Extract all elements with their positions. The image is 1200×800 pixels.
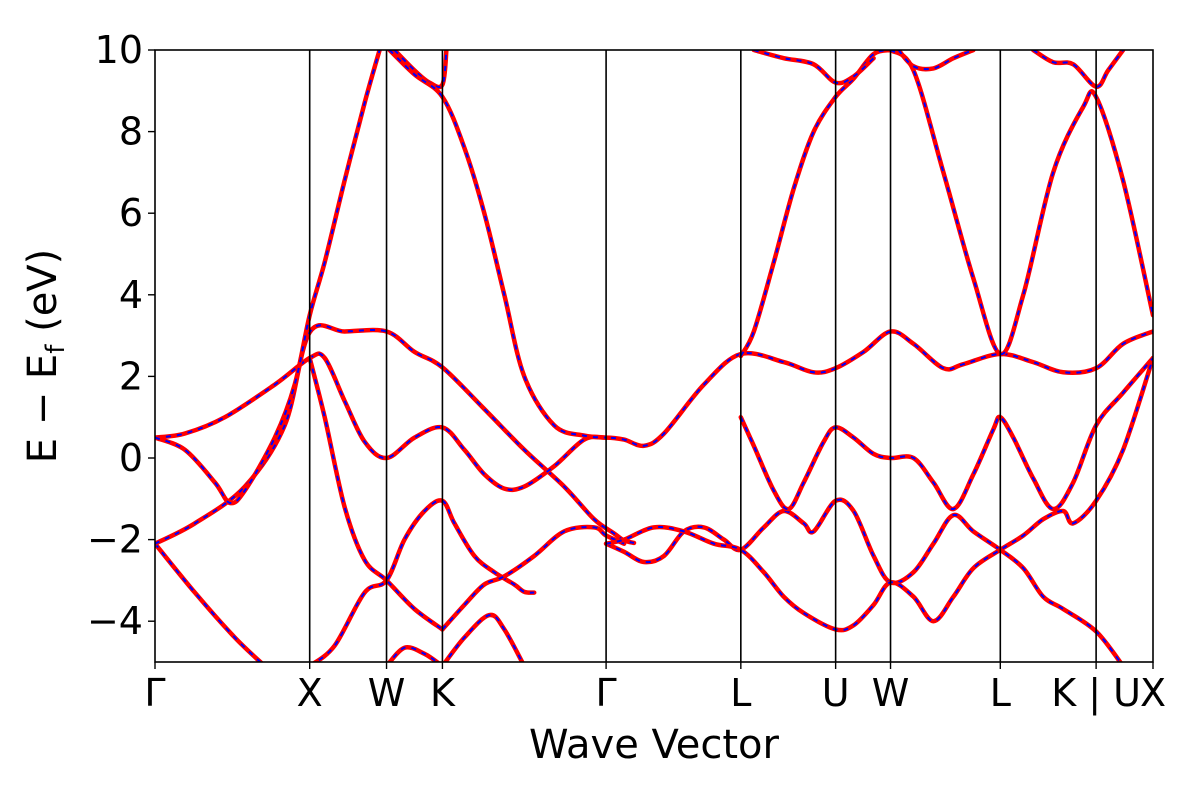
band-line-overlay-17: [1032, 50, 1124, 88]
band-line-1: [155, 541, 264, 662]
y-tick-label-4: 2: [119, 354, 143, 398]
band-line-8: [442, 612, 525, 662]
plot-frame: [154, 49, 1154, 663]
x-axis-label: Wave Vector: [529, 722, 780, 768]
x-tick-label-8: W: [872, 671, 910, 715]
x-tick-label-10: K | U: [1051, 671, 1141, 716]
x-tick-label-1: Γ: [144, 671, 165, 715]
band-line-2: [155, 323, 637, 546]
x-tick-label-7: U: [822, 671, 850, 715]
band-line-14: [888, 50, 1153, 357]
x-tick-label-4: K: [430, 671, 456, 715]
y-tick-label-5: 4: [119, 273, 143, 317]
kpoint-lines: [308, 50, 1097, 662]
band-lines: [155, 50, 1153, 662]
band-line-6: [311, 498, 537, 662]
band-line-10: [603, 497, 1123, 662]
band-line-overlay-12: [739, 357, 1153, 511]
band-line-overlay-3: [155, 330, 1153, 491]
y-axis-ticks: −4 −2 0 2 4 6 8 10: [87, 28, 155, 643]
band-line-4: [155, 50, 382, 506]
band-line-19: [387, 50, 609, 440]
band-line-overlay-14: [889, 50, 1153, 356]
band-line-overlay-2: [155, 324, 635, 545]
band-line-overlay-13: [739, 50, 891, 357]
band-line-overlay-16: [897, 50, 974, 71]
band-line-overlay-1: [155, 543, 262, 662]
band-line-overlay-15: [753, 50, 875, 85]
y-tick-label-7: 8: [119, 110, 143, 154]
band-line-overlay-10: [605, 498, 1122, 662]
band-line-overlay-11: [605, 357, 1153, 632]
y-axis-label-main: E − E: [20, 354, 66, 464]
band-line-13: [738, 50, 893, 359]
y-tick-label-6: 6: [119, 191, 143, 235]
band-line-5: [307, 355, 445, 632]
y-axis-label-subscript: f: [41, 344, 71, 354]
band-line-overlay-4: [155, 50, 381, 505]
x-tick-label-3: W: [368, 671, 406, 715]
y-tick-label-2: −2: [87, 518, 143, 562]
x-tick-label-9: L: [990, 671, 1011, 715]
x-tick-label-5: Γ: [596, 671, 617, 715]
x-tick-label-6: L: [730, 671, 751, 715]
y-axis-label-unit: (eV): [20, 249, 66, 345]
band-line-11: [603, 355, 1153, 633]
band-line-overlay-9: [388, 646, 439, 662]
y-tick-label-3: 0: [119, 436, 143, 480]
y-tick-label-1: −4: [87, 599, 143, 643]
y-tick-label-8: 10: [95, 28, 143, 72]
band-line-overlay-5: [308, 357, 443, 631]
x-tick-label-2: X: [297, 671, 323, 715]
band-line-overlay-8: [444, 613, 524, 662]
band-line-overlay-19: [388, 50, 607, 439]
band-line-7: [440, 524, 627, 632]
band-line-overlay-7: [441, 526, 625, 631]
y-axis-label: E − Ef (eV): [20, 249, 71, 464]
band-line-overlay-6: [314, 499, 535, 662]
x-tick-label-11: X: [1140, 671, 1166, 715]
